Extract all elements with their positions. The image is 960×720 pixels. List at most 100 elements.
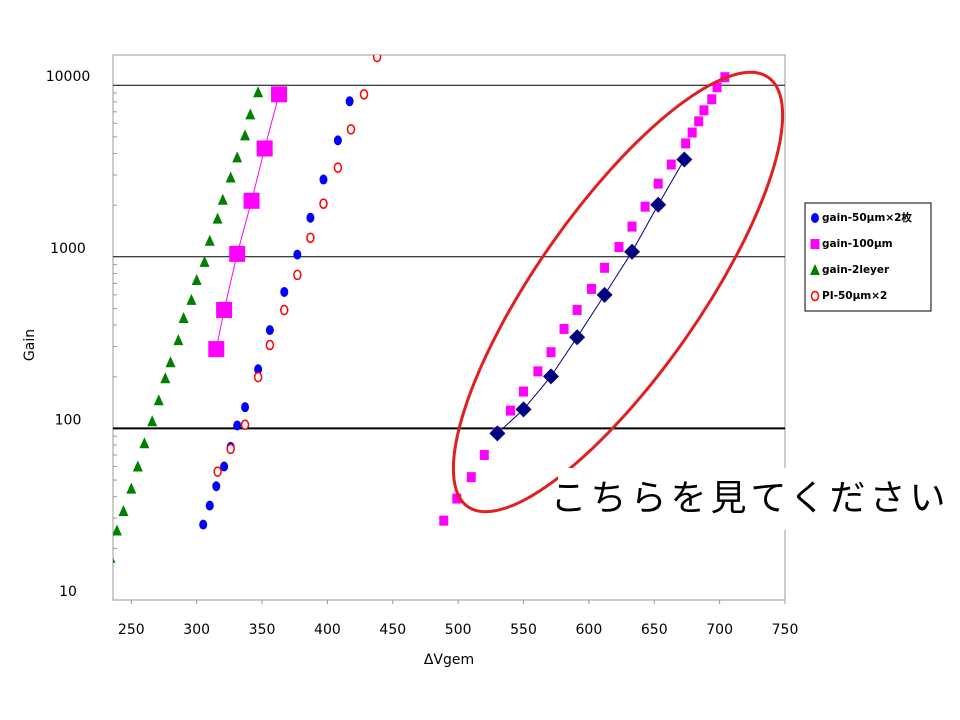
legend-label: gain-2leyer: [822, 264, 890, 276]
marker: [212, 212, 223, 224]
marker: [212, 481, 221, 492]
marker: [126, 482, 137, 494]
legend-label: gain-50μm×2枚: [822, 211, 912, 224]
legend-label: gain-100μm: [822, 238, 893, 250]
marker: [505, 405, 515, 416]
legend-swatch: [810, 264, 820, 275]
marker: [569, 329, 586, 346]
marker: [614, 242, 624, 253]
marker: [240, 419, 250, 431]
marker: [232, 151, 243, 163]
x-tick-label: 600: [576, 622, 603, 638]
marker: [153, 394, 164, 406]
marker: [208, 341, 225, 358]
legend-box: [804, 202, 932, 312]
marker: [546, 347, 556, 358]
marker: [345, 96, 354, 107]
marker: [519, 386, 529, 397]
marker: [160, 372, 171, 384]
x-axis-label: ΔVgem: [424, 652, 474, 668]
marker: [306, 232, 315, 244]
marker: [681, 138, 691, 149]
marker: [199, 519, 208, 530]
y-tick-label: 10000: [46, 69, 91, 85]
marker: [256, 140, 273, 157]
legend-swatch: [810, 239, 820, 249]
marker: [132, 460, 143, 472]
marker: [559, 323, 569, 334]
marker: [359, 89, 369, 100]
marker: [542, 368, 559, 385]
marker: [479, 449, 489, 460]
marker: [280, 286, 289, 297]
legend-swatch: [811, 213, 819, 223]
marker: [226, 443, 235, 455]
marker: [186, 293, 197, 305]
marker: [687, 127, 697, 138]
x-tick-label: 650: [641, 622, 668, 638]
marker: [254, 364, 263, 375]
marker: [627, 221, 637, 232]
annotation: こちらを見てください: [551, 478, 950, 519]
marker: [199, 255, 210, 267]
marker: [293, 249, 302, 260]
marker: [676, 151, 693, 168]
marker: [587, 283, 597, 294]
marker: [118, 505, 129, 517]
marker: [666, 159, 676, 170]
x-tick-label: 350: [249, 622, 276, 638]
marker: [253, 86, 264, 98]
marker: [243, 192, 260, 209]
x-tick-label: 550: [510, 622, 537, 638]
marker: [694, 116, 704, 127]
marker: [233, 420, 242, 431]
marker: [624, 243, 641, 260]
series-group: [113, 55, 730, 563]
marker: [204, 234, 215, 246]
marker: [205, 500, 214, 511]
marker: [372, 55, 382, 63]
marker: [271, 86, 288, 103]
marker: [225, 171, 236, 183]
x-tick-label: 300: [183, 622, 210, 638]
marker: [265, 325, 274, 336]
marker: [600, 262, 610, 273]
x-tick-label: 750: [772, 622, 799, 638]
x-tick-label: 450: [379, 622, 406, 638]
x-tick-label: 400: [314, 622, 341, 638]
marker: [245, 108, 256, 120]
marker: [280, 304, 289, 316]
marker: [346, 124, 356, 135]
marker: [306, 212, 315, 223]
marker: [191, 273, 202, 285]
marker: [265, 339, 275, 351]
marker: [319, 198, 328, 209]
y-tick-label: 1000: [50, 241, 86, 257]
marker: [216, 301, 233, 318]
marker: [165, 356, 176, 368]
marker: [707, 94, 717, 105]
x-tick-label: 500: [445, 622, 472, 638]
series-line: [497, 159, 685, 434]
marker: [640, 201, 650, 212]
marker: [113, 524, 122, 536]
marker: [173, 334, 184, 346]
marker: [466, 472, 476, 483]
marker: [699, 105, 709, 116]
y-axis-label: Gain: [22, 329, 38, 361]
marker: [293, 269, 302, 281]
legend: gain-50μm×2枚 gain-100μm gain-2leyer PI-50μm…: [810, 211, 912, 302]
marker: [533, 366, 543, 377]
marker: [333, 135, 342, 146]
highlight-ellipse: [451, 70, 785, 514]
marker: [217, 193, 228, 205]
marker: [147, 415, 158, 427]
marker: [572, 304, 582, 315]
marker: [139, 437, 150, 449]
legend-swatch: [810, 290, 820, 302]
marker: [650, 196, 667, 213]
marker: [319, 174, 328, 185]
marker: [178, 311, 189, 323]
marker: [113, 557, 116, 563]
